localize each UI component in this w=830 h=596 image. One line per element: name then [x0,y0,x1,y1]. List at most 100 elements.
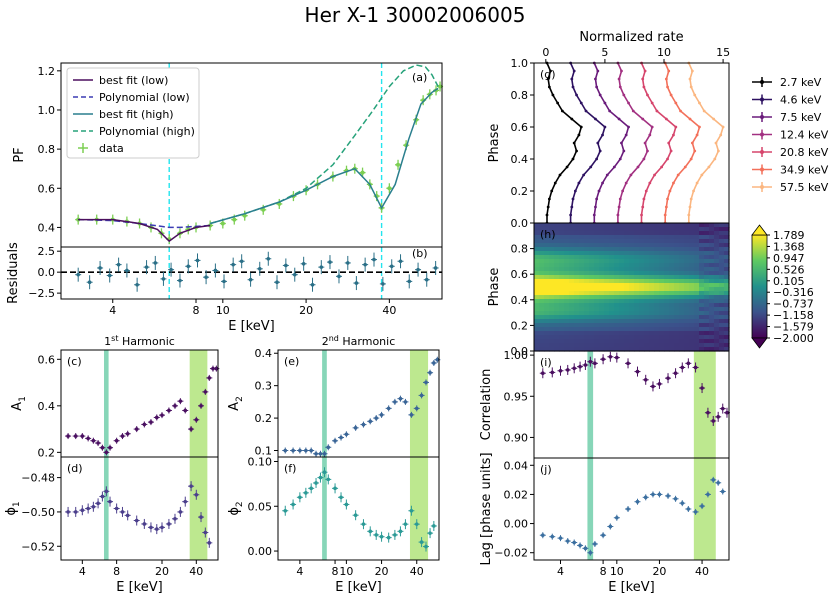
heatmap-cell [629,263,635,268]
heatmap-cell [634,283,640,288]
heatmap-cell [669,243,675,248]
heatmap-cell [629,303,635,308]
e-data-point [419,393,424,398]
heatmap-cell [569,311,575,316]
heatmap-cell [659,259,665,264]
heatmap-cell [689,291,695,296]
heatmap-cell [544,239,550,244]
pf-data-point [360,170,365,175]
heatmap-cell [669,271,675,276]
heatmap-cell [624,287,630,292]
profile-point [594,117,597,121]
a-ylabel-text: PF [12,147,27,162]
heatmap-cell [604,271,610,276]
heatmap-cell [579,299,585,304]
heatmap-cell [699,255,705,260]
heatmap-cell [694,231,700,236]
heatmap-cell [569,251,575,256]
heatmap-cell [709,251,715,256]
heatmap-cell [679,287,685,292]
heatmap-cell [554,323,560,328]
h-ytick-label: 0.8 [511,243,529,256]
profile-point [643,141,647,145]
heatmap-cell [544,271,550,276]
heatmap-cell [669,295,675,300]
profile-point [693,149,697,153]
heatmap-cell [714,295,720,300]
profile-point [716,149,720,153]
heatmap-cell [539,239,545,244]
profile-point [556,101,560,105]
heatmap-cell [609,295,615,300]
heatmap-cell [699,343,705,348]
heatmap-cell [614,271,620,276]
d-frame [60,456,219,561]
heatmap-cell [624,271,630,276]
heatmap-cell [559,263,565,268]
heatmap-cell [684,223,690,228]
heatmap-cell [549,347,555,352]
heatmap-cell [594,227,600,232]
f-data-point [353,513,358,518]
heatmap-cell [664,291,670,296]
heatmap-cell [634,327,640,332]
heatmap-cell [544,279,550,284]
heatmap-cell [629,255,635,260]
heatmap-cell [724,299,730,304]
pf-data-point [261,207,266,212]
heatmap-cell [674,339,680,344]
heatmap-cell [704,307,710,312]
heatmap-cell [644,339,650,344]
heatmap-cell [589,335,595,340]
resid-point [381,282,385,286]
heatmap-cell [619,283,625,288]
e-ylabel-text: A [227,402,242,411]
heatmap-cell [594,247,600,252]
i-data-point [680,365,685,370]
resid-point [416,267,420,272]
profile-point [569,213,573,217]
heatmap-cell [679,319,685,324]
g-xtick-label: 0 [542,46,549,59]
legend-label: Polynomial (low) [99,91,190,104]
heatmap-cell [684,327,690,332]
heatmap-cell [609,255,615,260]
heatmap-cell [624,347,630,352]
f-high-band [409,457,429,560]
i-data-point [673,371,678,376]
heatmap-cell [574,315,580,320]
heatmap-cell [644,303,650,308]
pf-data-point [396,162,401,167]
heatmap-cell [709,283,715,288]
c-data-point [189,427,193,431]
d-data-point [189,484,193,488]
resid-point [372,257,376,262]
heatmap-cell [654,263,660,268]
heatmap-cell [614,231,620,236]
profile-point [719,133,723,137]
heatmap-cell [549,327,555,332]
j-data-point [657,492,662,497]
heatmap-cell [689,259,695,264]
heatmap-cell [539,307,545,312]
heatmap-cell [689,251,695,256]
heatmap-cell [609,239,615,244]
heatmap-cell [559,251,565,256]
heatmap-cell [549,331,555,336]
f-ytick-label: 0.10 [248,455,273,468]
h-ylabel: Phase [487,268,502,307]
heatmap-cell [694,315,700,320]
heatmap-cell [694,311,700,316]
profile-point [592,213,596,217]
heatmap-cell [699,323,705,328]
heatmap-cell [579,275,585,280]
heatmap-cell [629,291,635,296]
heatmap-cell [719,255,725,260]
b-xtick-label: 4 [109,304,116,317]
heatmap-cell [559,275,565,280]
heatmap-cell [549,339,555,344]
heatmap-cell [699,299,705,304]
heatmap-cell [664,335,670,340]
heatmap-cell [649,343,655,348]
energy-swatch [760,80,764,84]
